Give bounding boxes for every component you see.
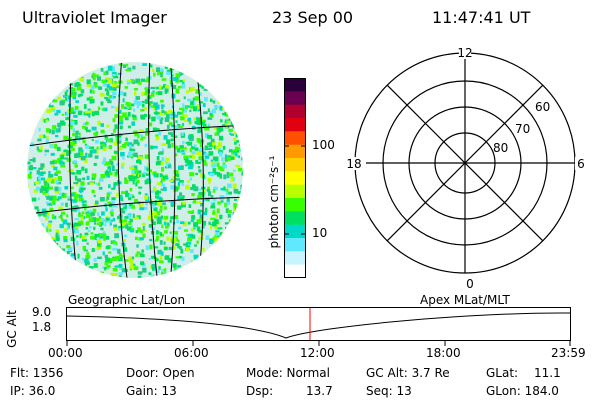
auroral-image-panel bbox=[27, 62, 243, 278]
mlt-label-0: 0 bbox=[466, 277, 474, 291]
dsp-label: Dsp: bbox=[246, 384, 274, 398]
timeline-ymax-label: 9.0 bbox=[32, 305, 52, 319]
colorbar-segment bbox=[284, 171, 306, 186]
colorbar-segment bbox=[284, 211, 306, 226]
polar-mlt-grid: 12 18 6 0 60 70 80 bbox=[344, 46, 587, 291]
colorbar-segment bbox=[284, 131, 306, 146]
sequence-number: Seq: 13 bbox=[366, 384, 412, 398]
mlt-label-12: 12 bbox=[457, 46, 472, 60]
glon-value: GLon: 184.0 bbox=[486, 384, 559, 398]
timeline-tick-1800: 18:00 bbox=[426, 346, 461, 360]
timeline-tick-2359: 23:59 bbox=[551, 346, 586, 360]
colorbar-segment bbox=[284, 251, 306, 266]
colorbar-segment bbox=[284, 104, 306, 119]
colorbar-segment bbox=[284, 198, 306, 212]
door-status: Door: Open bbox=[126, 366, 195, 380]
altitude-timeline-plot bbox=[66, 307, 571, 346]
flight-number: Flt: 1356 bbox=[10, 366, 64, 380]
colorbar-segment bbox=[284, 158, 306, 172]
timeline-frame bbox=[66, 307, 571, 341]
colorbar-segment bbox=[284, 264, 306, 278]
colorbar-unit-label: photon cm⁻²s⁻¹ bbox=[267, 155, 281, 249]
colorbar-tick-100: 100 bbox=[312, 138, 335, 152]
timeline-tick-1200: 12:00 bbox=[300, 346, 335, 360]
colorbar-segment bbox=[284, 238, 306, 252]
timeline-ymin-label: 1.8 bbox=[32, 320, 52, 334]
gain-value: Gain: 13 bbox=[126, 384, 177, 398]
colorbar-tick-10: 10 bbox=[312, 226, 328, 240]
lat-label-70: 70 bbox=[515, 122, 530, 136]
timeline-ylabel: GC Alt bbox=[5, 310, 19, 348]
lat-label-60: 60 bbox=[535, 100, 550, 114]
color-scale-bar bbox=[284, 78, 306, 278]
date-label: 23 Sep 00 bbox=[272, 8, 354, 27]
mode-value: Mode: Normal bbox=[246, 366, 330, 380]
gc-altitude: GC Alt: 3.7 Re bbox=[366, 366, 450, 380]
timeline-right-title: Apex MLat/MLT bbox=[420, 293, 510, 307]
altitude-curve bbox=[66, 312, 571, 339]
mlt-label-6: 6 bbox=[577, 157, 585, 171]
instrument-title: Ultraviolet Imager bbox=[22, 8, 167, 27]
colorbar-segment bbox=[284, 144, 306, 159]
timeline-tick-0000: 00:00 bbox=[48, 346, 83, 360]
colorbar-segment bbox=[284, 118, 306, 132]
mlt-label-18: 18 bbox=[346, 157, 361, 171]
glat-value: 11.1 bbox=[534, 366, 561, 380]
time-label: 11:47:41 UT bbox=[432, 8, 531, 27]
ip-value: IP: 36.0 bbox=[10, 384, 56, 398]
emission-speckles bbox=[27, 63, 243, 278]
colorbar-segment bbox=[284, 184, 306, 199]
dsp-value: 13.7 bbox=[306, 384, 333, 398]
colorbar-segment bbox=[284, 91, 306, 106]
timeline-left-title: Geographic Lat/Lon bbox=[68, 293, 186, 307]
colorbar-segment bbox=[284, 224, 306, 239]
colorbar-segment bbox=[284, 78, 306, 92]
timeline-tick-0600: 06:00 bbox=[174, 346, 209, 360]
lat-label-80: 80 bbox=[493, 141, 508, 155]
glat-label: GLat: bbox=[486, 366, 519, 380]
